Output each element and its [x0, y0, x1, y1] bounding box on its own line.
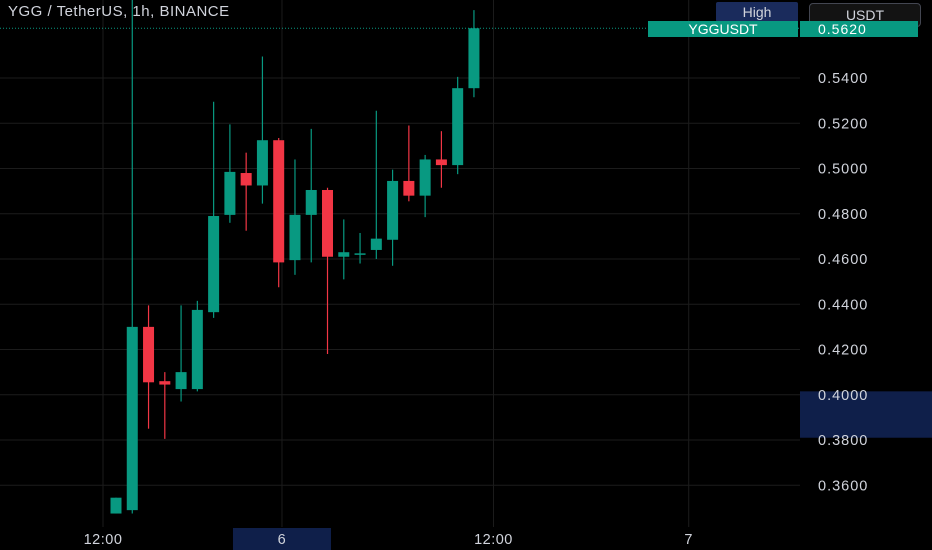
time-tick-label: 12:00 [474, 532, 513, 548]
candle-body [370, 238, 382, 250]
candle [403, 125, 415, 202]
price-tick-label: 0.5200 [818, 116, 868, 132]
high-button[interactable]: High [716, 2, 798, 22]
candle [452, 76, 464, 175]
candle-body [143, 326, 155, 383]
candle-body [387, 180, 399, 240]
symbol-label: YGGUSDT [648, 21, 798, 37]
price-tick-label: 0.4000 [818, 388, 868, 404]
candle [256, 56, 268, 204]
time-tick-label: 6 [278, 532, 287, 548]
candle [419, 154, 431, 218]
candle [143, 305, 155, 429]
candle-body [191, 309, 203, 390]
candle [175, 305, 187, 402]
x-axis-crosshair-highlight [232, 528, 331, 550]
candle-body [175, 372, 187, 390]
candles [110, 0, 480, 514]
candle [273, 137, 285, 288]
candle [305, 128, 317, 263]
candle-body [273, 140, 285, 263]
candle [289, 159, 301, 275]
price-tick-label: 0.4800 [818, 207, 868, 223]
price-tick-label: 0.3600 [818, 478, 868, 494]
candle [208, 101, 220, 318]
price-tick-label: 0.4400 [818, 297, 868, 313]
candle-body [256, 140, 268, 186]
time-axis[interactable]: 12:00 6 12:00 7 [84, 532, 693, 548]
last-price-label: 0.5620 [800, 21, 918, 37]
candle-body [338, 252, 350, 257]
candle [435, 131, 447, 188]
candle-body [452, 88, 464, 166]
price-tick-label: 0.4600 [818, 252, 868, 268]
candle-body [468, 28, 480, 89]
price-tick-label: 0.5400 [818, 71, 868, 87]
candle [159, 372, 171, 439]
price-axis[interactable]: 0.5400 0.5200 0.5000 0.4800 0.4600 0.4400 0.42… [818, 71, 868, 494]
candle-body [354, 253, 366, 255]
candle-body [126, 326, 138, 511]
candle-body [289, 214, 301, 261]
price-tick-label: 0.4200 [818, 343, 868, 359]
time-tick-label: 7 [684, 532, 693, 548]
candle-body [435, 159, 447, 166]
time-tick-label: 12:00 [84, 532, 123, 548]
chart-title: YGG / TetherUS, 1h, BINANCE [8, 3, 230, 20]
candle-body [305, 189, 317, 215]
candle [354, 232, 366, 264]
y-axis-range-highlight [800, 391, 932, 438]
grid-lines [0, 0, 800, 527]
candle [110, 497, 122, 514]
candle-body [240, 173, 252, 186]
candle [370, 110, 382, 259]
candle [322, 187, 334, 355]
candle-body [322, 189, 334, 257]
candle [191, 300, 203, 392]
price-tick-label: 0.3800 [818, 433, 868, 449]
candle-body [419, 159, 431, 196]
candle [224, 124, 236, 223]
candle-body [159, 381, 171, 385]
candle [240, 152, 252, 231]
candle [126, 0, 138, 514]
price-tick-label: 0.5000 [818, 162, 868, 178]
candle-body [208, 216, 220, 313]
candle-body [110, 497, 122, 514]
candle [387, 169, 399, 266]
candle-body [224, 171, 236, 215]
candle-body [403, 180, 415, 196]
candle [468, 10, 480, 98]
candle [338, 219, 350, 280]
